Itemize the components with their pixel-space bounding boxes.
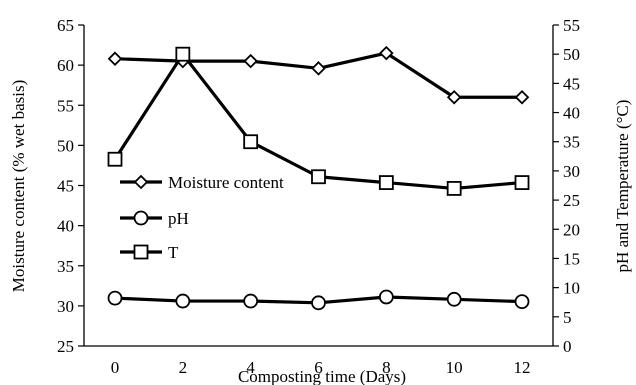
y-axis-left-title: Moisture content (% wet basis) xyxy=(9,80,28,292)
legend-label-t: T xyxy=(168,243,179,262)
y-right-tick-label: 0 xyxy=(563,337,572,356)
data-point-t xyxy=(175,46,191,62)
axes: 2530354045505560650510152025303540455055… xyxy=(57,16,580,377)
data-point-moisture-content xyxy=(311,61,326,76)
x-tick-label: 6 xyxy=(314,358,323,377)
y-right-tick-label: 10 xyxy=(563,279,580,298)
legend-marker-ph xyxy=(133,210,149,226)
x-tick-label: 8 xyxy=(382,358,391,377)
y-right-tick-label: 55 xyxy=(563,16,580,35)
y-right-tick-label: 35 xyxy=(563,133,580,152)
y-left-tick-label: 40 xyxy=(57,217,74,236)
data-point-t xyxy=(378,175,394,190)
x-tick-label: 10 xyxy=(446,358,463,377)
legend-label-moisture-content: Moisture content xyxy=(168,173,284,192)
y-left-tick-label: 35 xyxy=(57,257,74,276)
legend-label-ph: pH xyxy=(168,209,189,228)
x-tick-label: 12 xyxy=(514,358,531,377)
data-point-ph xyxy=(378,289,394,305)
series-t xyxy=(107,46,530,196)
data-point-moisture-content xyxy=(243,53,258,69)
y-left-tick-label: 55 xyxy=(57,96,74,115)
y-left-tick-label: 60 xyxy=(57,56,74,75)
x-tick-label: 2 xyxy=(179,358,188,377)
y-right-tick-label: 5 xyxy=(563,308,572,327)
y-left-tick-label: 45 xyxy=(57,177,74,196)
data-point-moisture-content xyxy=(379,45,394,61)
y-right-tick-label: 15 xyxy=(563,249,580,268)
y-left-tick-label: 25 xyxy=(57,337,74,356)
legend-marker-moisture-content xyxy=(133,174,149,190)
series-moisture-content xyxy=(107,45,530,105)
series-ph xyxy=(107,289,530,311)
y-left-tick-label: 50 xyxy=(57,136,74,155)
data-point-ph xyxy=(514,294,530,310)
data-point-t xyxy=(243,134,259,150)
x-tick-label: 4 xyxy=(246,358,255,377)
data-point-t xyxy=(107,151,123,167)
y-left-tick-label: 65 xyxy=(57,16,74,35)
y-right-tick-label: 20 xyxy=(563,220,580,239)
y-right-tick-label: 50 xyxy=(563,45,580,64)
y-left-tick-label: 30 xyxy=(57,297,74,316)
data-point-moisture-content xyxy=(446,89,462,105)
y-axis-right-title: pH and Temperature (°C) xyxy=(613,100,632,273)
data-point-t xyxy=(311,169,326,185)
data-point-moisture-content xyxy=(107,51,123,66)
y-right-tick-label: 25 xyxy=(563,191,580,210)
x-tick-label: 0 xyxy=(111,358,120,377)
legend-marker-t xyxy=(133,244,149,260)
series-layer xyxy=(107,45,530,311)
data-point-t xyxy=(446,181,462,196)
y-right-tick-label: 45 xyxy=(563,74,580,93)
data-point-moisture-content xyxy=(514,89,530,105)
data-point-ph xyxy=(243,293,259,309)
data-point-ph xyxy=(311,295,326,311)
y-right-tick-label: 30 xyxy=(563,162,580,181)
legend: Moisture content pH T xyxy=(120,173,284,262)
data-point-ph xyxy=(107,290,123,306)
data-point-ph xyxy=(446,291,462,307)
y-right-tick-label: 40 xyxy=(563,104,580,123)
data-point-ph xyxy=(175,293,191,309)
data-point-t xyxy=(514,175,530,190)
x-axis-title: Composting time (Days) xyxy=(238,367,406,385)
